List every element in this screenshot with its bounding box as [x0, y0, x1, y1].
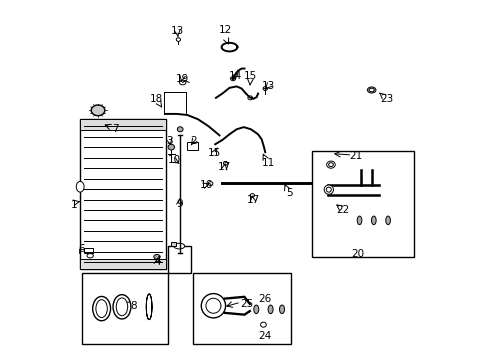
Ellipse shape: [385, 216, 389, 225]
Bar: [80, 119, 165, 269]
Ellipse shape: [279, 305, 284, 314]
Text: 17: 17: [218, 162, 231, 172]
Text: 17: 17: [246, 195, 259, 205]
Ellipse shape: [76, 181, 84, 192]
Bar: [82, 273, 167, 344]
Ellipse shape: [368, 88, 373, 92]
Text: 25: 25: [240, 299, 253, 309]
Ellipse shape: [116, 298, 127, 316]
Text: 23: 23: [379, 94, 392, 104]
Ellipse shape: [153, 255, 160, 259]
Text: 5: 5: [285, 188, 292, 198]
Text: 14: 14: [228, 71, 242, 81]
Ellipse shape: [371, 216, 375, 225]
Text: 6: 6: [78, 244, 85, 253]
Ellipse shape: [366, 87, 375, 93]
Text: 26: 26: [257, 294, 270, 303]
Bar: [187, 143, 198, 150]
Ellipse shape: [325, 187, 331, 192]
Text: 19: 19: [175, 73, 188, 84]
Text: 21: 21: [348, 151, 362, 161]
Ellipse shape: [93, 296, 110, 321]
Text: 3: 3: [166, 136, 172, 146]
Ellipse shape: [113, 295, 131, 319]
Bar: [80, 119, 165, 130]
Ellipse shape: [263, 87, 267, 90]
Text: 22: 22: [336, 205, 349, 215]
Text: 2: 2: [190, 136, 197, 146]
Text: 18: 18: [150, 94, 163, 104]
Ellipse shape: [201, 294, 225, 318]
Ellipse shape: [356, 216, 361, 225]
Ellipse shape: [87, 253, 93, 258]
Bar: [170, 242, 176, 246]
Text: 7: 7: [112, 124, 118, 134]
Ellipse shape: [91, 105, 104, 116]
Ellipse shape: [253, 305, 258, 314]
Text: 11: 11: [261, 158, 274, 168]
Bar: [167, 246, 190, 273]
Text: 8: 8: [130, 301, 137, 311]
Ellipse shape: [208, 181, 212, 185]
Text: 24: 24: [257, 331, 270, 341]
Bar: [80, 258, 165, 269]
Ellipse shape: [230, 76, 235, 81]
Text: 4: 4: [154, 256, 161, 266]
Bar: [192, 273, 290, 344]
Text: 13: 13: [262, 81, 275, 91]
Ellipse shape: [168, 144, 174, 150]
Ellipse shape: [247, 96, 252, 100]
Text: 12: 12: [218, 25, 231, 35]
Ellipse shape: [174, 243, 184, 249]
Ellipse shape: [177, 127, 183, 132]
Ellipse shape: [260, 322, 266, 327]
Text: 15: 15: [207, 148, 221, 158]
Text: 10: 10: [167, 155, 181, 165]
Ellipse shape: [267, 305, 272, 314]
Bar: [84, 248, 93, 253]
Ellipse shape: [176, 38, 180, 41]
Ellipse shape: [96, 300, 107, 318]
Ellipse shape: [324, 185, 333, 194]
Text: 15: 15: [244, 71, 257, 81]
Ellipse shape: [326, 161, 335, 168]
Text: 16: 16: [199, 180, 212, 190]
Text: 9: 9: [176, 199, 183, 208]
Ellipse shape: [179, 80, 185, 85]
Ellipse shape: [223, 161, 227, 165]
Ellipse shape: [205, 298, 221, 313]
Bar: [312, 152, 413, 257]
Ellipse shape: [250, 194, 254, 197]
Ellipse shape: [328, 163, 333, 167]
Text: 20: 20: [350, 249, 363, 259]
Text: 1: 1: [70, 200, 77, 210]
Text: 13: 13: [170, 26, 183, 36]
